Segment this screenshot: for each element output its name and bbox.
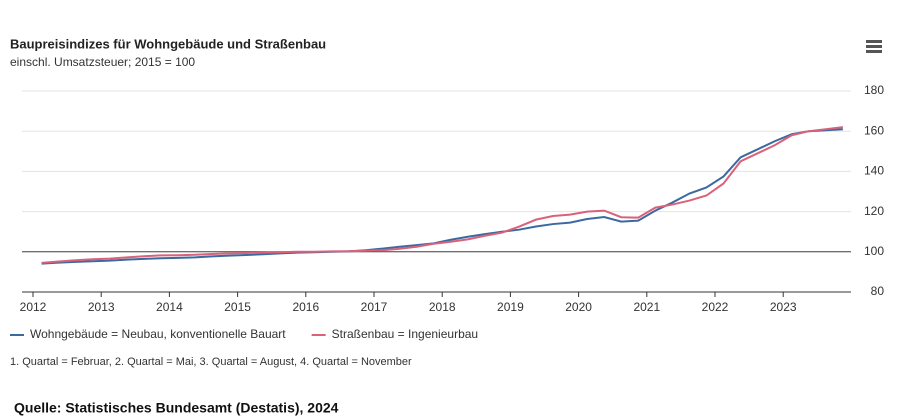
y-tick-label: 140 — [864, 164, 884, 178]
note: 1. Quartal = Februar, 2. Quartal = Mai, … — [10, 356, 412, 368]
x-tick-label: 2016 — [292, 300, 319, 314]
x-tick-label: 2015 — [224, 300, 251, 314]
x-tick-label: 2018 — [429, 300, 456, 314]
legend-label: Wohngebäude = Neubau, konventionelle Bau… — [30, 327, 286, 341]
x-tick-label: 2021 — [633, 300, 660, 314]
menu-button[interactable] — [866, 40, 882, 53]
x-tick-label: 2022 — [702, 300, 729, 314]
menu-bar[interactable] — [866, 45, 882, 48]
y-tick-label: 180 — [864, 83, 884, 97]
x-tick-label: 2017 — [361, 300, 388, 314]
x-tick-label: 2014 — [156, 300, 183, 314]
x-tick-label: 2023 — [770, 300, 797, 314]
x-tick-label: 2020 — [565, 300, 592, 314]
menu-bar[interactable] — [866, 50, 882, 53]
y-tick-label: 80 — [871, 284, 885, 298]
y-tick-label: 160 — [864, 123, 884, 137]
legend-label: Straßenbau = Ingenieurbau — [332, 327, 478, 341]
menu-bar[interactable] — [866, 40, 882, 43]
chart-subtitle: einschl. Umsatzsteuer; 2015 = 100 — [10, 55, 195, 69]
y-tick-label: 100 — [864, 244, 884, 258]
x-tick-label: 2012 — [20, 300, 47, 314]
chart-title: Baupreisindizes für Wohngebäude und Stra… — [10, 36, 326, 51]
x-tick-label: 2013 — [88, 300, 115, 314]
x-tick-label: 2019 — [497, 300, 524, 314]
source: Quelle: Statistisches Bundesamt (Destati… — [14, 400, 339, 416]
y-tick-label: 120 — [864, 204, 884, 218]
series-line — [41, 128, 843, 265]
series-line — [41, 126, 843, 264]
